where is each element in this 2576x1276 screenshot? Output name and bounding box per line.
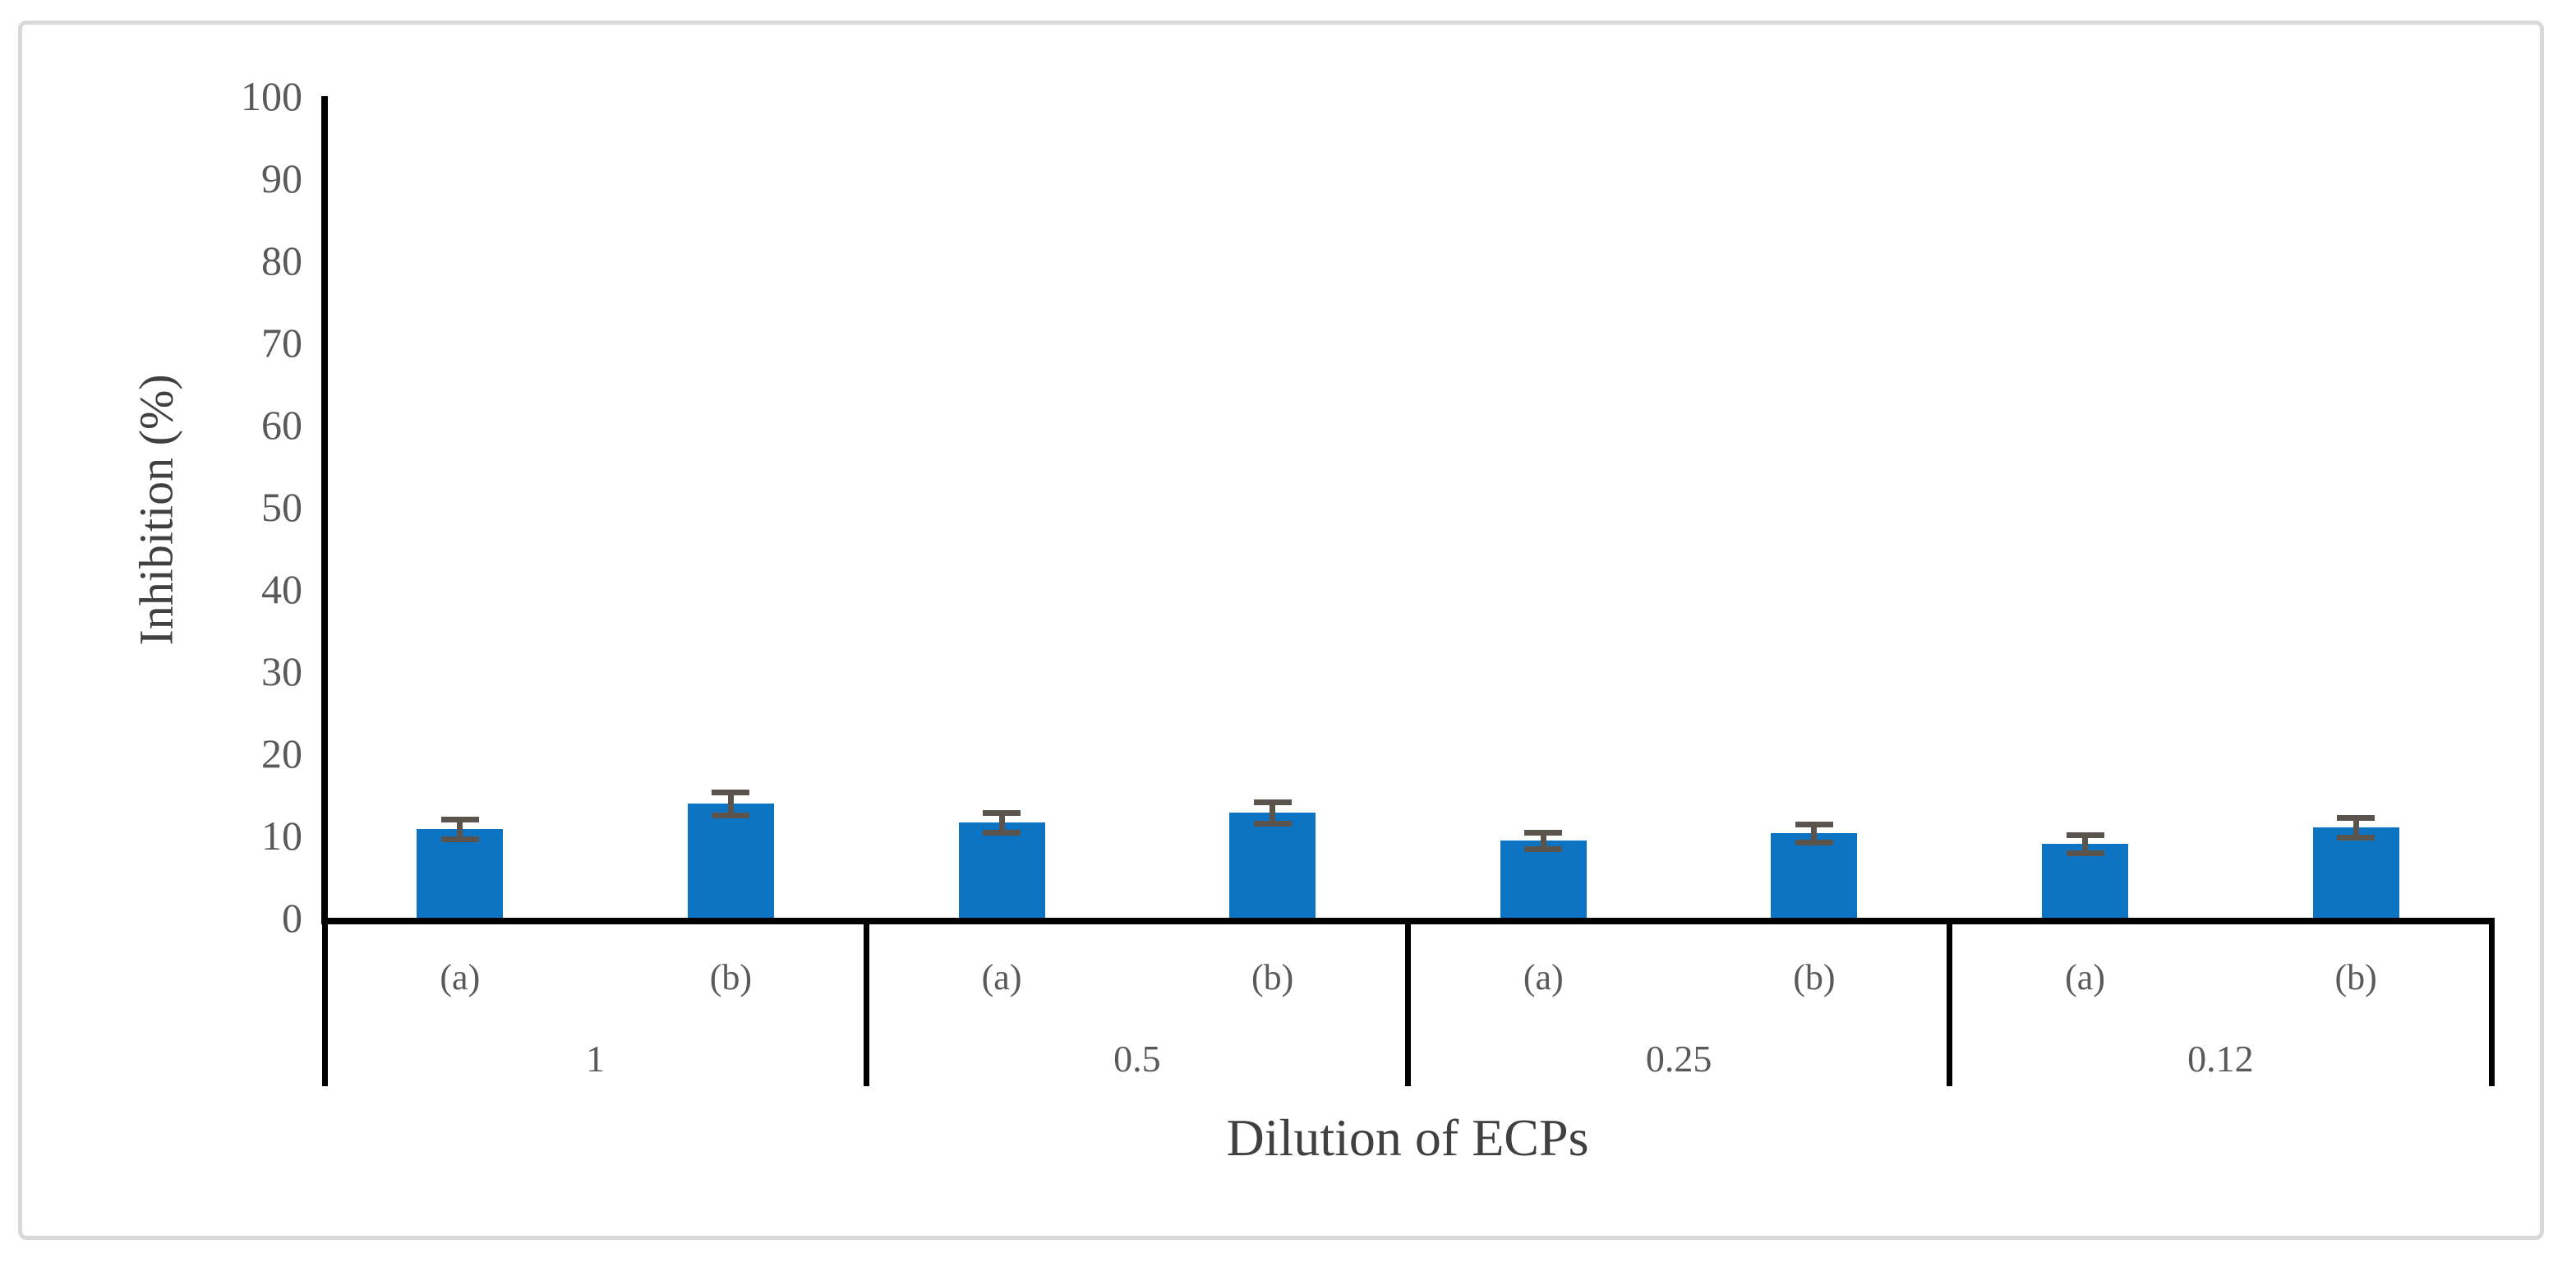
error-bar-cap-top [1795,822,1833,827]
bar-sublabel: (a) [440,957,481,997]
error-bar [727,792,734,815]
y-tick-label: 70 [261,320,302,366]
error-bar-cap-bottom [1253,821,1292,827]
y-tick-label: 80 [261,237,302,283]
y-tick-label: 50 [261,484,302,530]
error-bar-cap-bottom [983,830,1021,836]
error-bar [2082,835,2089,853]
group-separator [1947,924,1953,1086]
group-separator [863,924,869,1086]
bar [1229,813,1316,918]
error-bar-cap-bottom [2066,850,2104,856]
error-bar-cap-bottom [1795,840,1833,845]
x-axis-line [321,918,2495,924]
bar [2312,827,2399,918]
bar-sublabel: (a) [2065,957,2105,997]
error-bar-cap-bottom [440,836,479,842]
bar [2042,844,2129,918]
bar [1500,841,1587,918]
bar-sublabel: (b) [2334,957,2377,997]
group-label: 0.12 [2187,1038,2254,1080]
right-frame-line [2488,924,2495,1086]
y-tick-label: 100 [241,73,302,119]
y-tick-label: 60 [261,402,302,448]
left-frame-line [321,924,328,1086]
error-bar [998,813,1005,832]
y-axis-line [321,96,328,924]
y-tick-label: 90 [261,155,302,201]
error-bar-cap-bottom [712,813,750,818]
group-label: 1 [586,1038,606,1080]
y-tick-label: 10 [261,813,302,859]
y-tick-label: 0 [282,895,302,941]
error-bar-cap-top [2337,815,2376,821]
error-bar [1811,824,1818,842]
error-bar [2353,818,2359,837]
error-bar-cap-top [1524,830,1563,836]
bar-sublabel: (b) [1251,957,1294,997]
error-bar-cap-top [440,817,479,822]
error-bar [457,819,463,839]
figure-border [18,21,2544,1240]
error-bar-cap-top [983,810,1021,816]
bar-sublabel: (b) [1793,957,1836,997]
group-label: 0.25 [1645,1038,1712,1080]
bar-sublabel: (a) [981,957,1022,997]
error-bar-cap-bottom [1524,846,1563,852]
error-bar-cap-top [712,790,750,795]
y-tick-label: 20 [261,730,302,776]
group-separator [1405,924,1411,1086]
bar [958,822,1045,918]
error-bar-cap-top [1253,799,1292,805]
y-tick-label: 30 [261,648,302,694]
bar-sublabel: (b) [709,957,753,997]
error-bar-cap-bottom [2337,835,2376,841]
error-bar-cap-top [2066,832,2104,838]
error-bar [1270,802,1276,823]
bar [417,829,504,918]
bar-sublabel: (a) [1523,957,1564,997]
error-bar [1540,832,1546,849]
y-tick-label: 40 [261,566,302,612]
x-axis-title: Dilution of ECPs [1226,1108,1589,1167]
bar [1771,833,1858,918]
group-label: 0.5 [1113,1038,1161,1080]
bar [687,804,774,918]
